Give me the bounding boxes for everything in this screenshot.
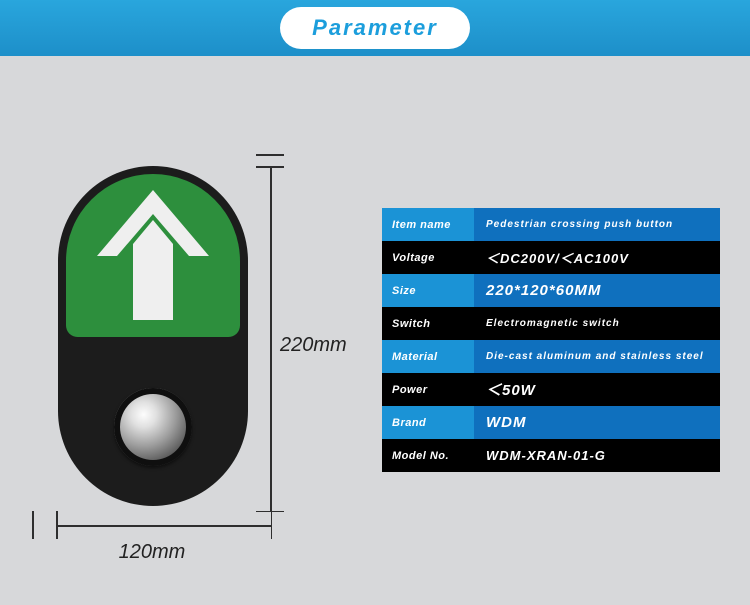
header-title-badge: Parameter	[280, 7, 470, 49]
spec-key: Material	[382, 340, 474, 373]
dim-line	[270, 166, 272, 512]
spec-value: Electromagnetic switch	[474, 307, 720, 340]
spec-value: ＜50W	[474, 373, 720, 406]
spec-value: WDM-XRAN-01-G	[474, 439, 720, 472]
content-area: 220mm 120mm Item namePedestrian crossing…	[0, 56, 750, 605]
spec-key: Model No.	[382, 439, 474, 472]
dimension-horizontal: 120mm	[32, 521, 272, 561]
spec-key: Voltage	[382, 241, 474, 274]
device-illustration	[58, 166, 248, 506]
arrow-up-icon	[93, 188, 213, 323]
spec-row: Model No.WDM-XRAN-01-G	[382, 439, 720, 472]
spec-key: Power	[382, 373, 474, 406]
header-bar: Parameter	[0, 0, 750, 56]
spec-value: 220*120*60MM	[474, 274, 720, 307]
height-label: 220mm	[280, 334, 347, 357]
spec-value: Die-cast aluminum and stainless steel	[474, 340, 720, 373]
spec-key: Brand	[382, 406, 474, 439]
width-label: 120mm	[32, 541, 272, 564]
header-title: Parameter	[312, 15, 438, 40]
dim-tick	[256, 154, 284, 156]
push-button-icon	[114, 388, 192, 466]
dim-line	[56, 525, 272, 527]
spec-row: BrandWDM	[382, 406, 720, 439]
spec-key: Switch	[382, 307, 474, 340]
dim-tick	[271, 511, 273, 539]
dim-tick	[32, 511, 34, 539]
spec-row: MaterialDie-cast aluminum and stainless …	[382, 340, 720, 373]
spec-value: WDM	[474, 406, 720, 439]
spec-value: ＜DC200V/＜AC100V	[474, 241, 720, 274]
spec-row: Size220*120*60MM	[382, 274, 720, 307]
spec-key: Size	[382, 274, 474, 307]
spec-table: Item namePedestrian crossing push button…	[382, 208, 720, 472]
spec-value: Pedestrian crossing push button	[474, 208, 720, 241]
spec-key: Item name	[382, 208, 474, 241]
spec-row: Voltage＜DC200V/＜AC100V	[382, 241, 720, 274]
spec-row: Item namePedestrian crossing push button	[382, 208, 720, 241]
spec-row: Power＜50W	[382, 373, 720, 406]
dimension-vertical: 220mm	[262, 154, 342, 524]
spec-row: SwitchElectromagnetic switch	[382, 307, 720, 340]
device-face	[66, 174, 240, 337]
